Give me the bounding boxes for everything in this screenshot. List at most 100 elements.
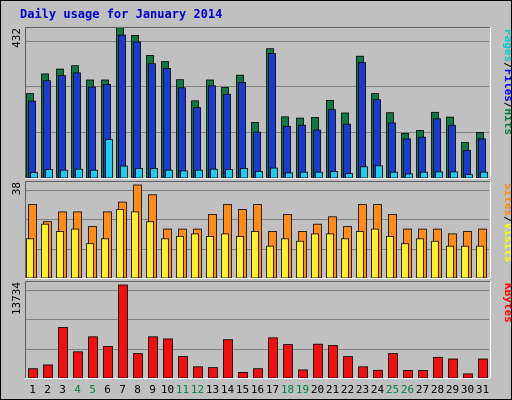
bar-kbytes-day-25	[388, 353, 398, 379]
bar-pages-day-3	[60, 169, 68, 179]
bar-pages-day-6	[105, 139, 113, 179]
bar-kbytes-day-22	[343, 356, 353, 379]
bar-files-day-28	[433, 118, 441, 179]
legend-item: Visits	[502, 223, 511, 263]
bar-pages-day-24	[375, 165, 383, 179]
bar-pages-day-10	[165, 169, 173, 179]
legend-item: Sites	[502, 183, 511, 216]
bar-kbytes-day-11	[178, 356, 188, 379]
x-tick-label-day-2: 2	[44, 383, 51, 396]
bar-pages-day-31	[480, 171, 488, 179]
bar-sites-day-31	[476, 245, 484, 279]
bar-pages-day-2	[45, 169, 53, 179]
x-tick-label-day-4: 4	[74, 383, 81, 396]
bar-kbytes-day-9	[148, 336, 158, 379]
bar-files-day-18	[283, 125, 291, 179]
bar-pages-day-22	[345, 173, 353, 179]
x-tick-label-day-14: 14	[221, 383, 235, 396]
bar-sites-day-13	[206, 235, 214, 279]
bar-files-day-14	[223, 93, 231, 179]
bar-kbytes-day-24	[373, 369, 383, 379]
legend-item: Files	[502, 69, 511, 102]
bar-pages-day-1	[30, 172, 38, 179]
bar-kbytes-day-18	[283, 344, 293, 379]
bar-files-day-26	[403, 138, 411, 179]
legend-item: Hits	[502, 109, 511, 136]
bar-pages-day-30	[465, 174, 473, 179]
bar-files-day-30	[463, 149, 471, 179]
bar-files-day-3	[58, 75, 66, 179]
bar-kbytes-day-14	[223, 339, 233, 379]
bar-sites-day-26	[401, 243, 409, 279]
bar-kbytes-day-12	[193, 366, 203, 379]
bar-sites-day-24	[371, 228, 379, 279]
bar-files-day-13	[208, 85, 216, 179]
bar-sites-day-5	[86, 243, 94, 279]
x-tick-label-day-27: 27	[416, 383, 429, 396]
bar-files-day-25	[388, 122, 396, 179]
bar-kbytes-day-5	[88, 336, 98, 379]
panel-kbytes-background	[25, 281, 490, 378]
x-tick-label-day-15: 15	[236, 383, 249, 396]
bar-sites-day-2	[41, 223, 49, 279]
bar-sites-day-12	[191, 233, 199, 279]
x-tick-label-day-29: 29	[446, 383, 459, 396]
panel-kbytes-max-label: 13734	[10, 282, 23, 315]
x-tick-label-day-21: 21	[326, 383, 339, 396]
bar-sites-day-30	[461, 245, 469, 279]
bar-files-day-15	[238, 82, 246, 179]
bar-sites-day-21	[326, 233, 334, 279]
bar-kbytes-day-29	[448, 358, 458, 379]
x-tick-label-day-28: 28	[431, 383, 444, 396]
bar-files-day-19	[298, 124, 306, 179]
bar-kbytes-day-4	[73, 351, 83, 379]
panel-hits-files-pages-max-label: 432	[10, 28, 23, 48]
bar-sites-day-19	[296, 240, 304, 279]
x-tick-label-day-26: 26	[401, 383, 414, 396]
bar-files-day-20	[313, 129, 321, 179]
bar-files-day-9	[148, 63, 156, 179]
bar-files-day-7	[118, 34, 126, 179]
panel-visits-sites-legend: Sites/Visits	[502, 183, 511, 263]
bar-sites-day-28	[431, 240, 439, 279]
bar-pages-day-9	[150, 168, 158, 179]
bar-pages-day-7	[120, 165, 128, 179]
bar-sites-day-22	[341, 238, 349, 279]
bar-files-day-4	[73, 72, 81, 179]
bar-pages-day-25	[390, 171, 398, 179]
bar-pages-day-29	[450, 171, 458, 179]
bar-pages-day-11	[180, 170, 188, 179]
bar-sites-day-29	[446, 245, 454, 279]
chart-title: Daily usage for January 2014	[20, 7, 223, 21]
legend-item: /	[502, 62, 511, 69]
bar-kbytes-day-8	[133, 353, 143, 379]
bar-kbytes-day-21	[328, 345, 338, 379]
bar-sites-day-9	[146, 221, 154, 279]
bar-sites-day-3	[56, 231, 64, 279]
bar-sites-day-11	[176, 235, 184, 279]
bar-pages-day-28	[435, 171, 443, 179]
bar-files-day-23	[358, 62, 366, 179]
bar-kbytes-day-26	[403, 370, 413, 379]
x-tick-label-day-7: 7	[119, 383, 126, 396]
x-tick-label-day-20: 20	[311, 383, 324, 396]
bar-pages-day-21	[330, 171, 338, 179]
x-tick-label-day-30: 30	[461, 383, 474, 396]
x-tick-label-day-31: 31	[476, 383, 489, 396]
bar-pages-day-23	[360, 166, 368, 179]
bar-kbytes-day-1	[28, 368, 38, 379]
bar-pages-day-26	[405, 173, 413, 179]
bar-kbytes-day-13	[208, 367, 218, 379]
bar-sites-day-14	[221, 233, 229, 279]
x-tick-label-day-24: 24	[371, 383, 385, 396]
panel-visits-sites-max-label: 38	[10, 182, 23, 195]
bar-kbytes-day-28	[433, 356, 443, 379]
bar-sites-day-23	[356, 231, 364, 279]
bar-pages-day-15	[240, 168, 248, 179]
bar-sites-day-18	[281, 238, 289, 279]
bar-kbytes-day-15	[238, 371, 248, 379]
legend-item: /	[502, 216, 511, 223]
x-tick-label-day-19: 19	[296, 383, 309, 396]
legend-item: /	[502, 102, 511, 109]
